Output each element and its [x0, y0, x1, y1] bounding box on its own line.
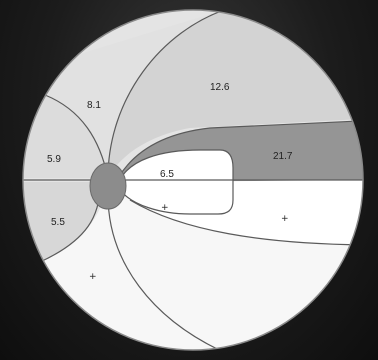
boundary-arc-bottom	[107, 194, 231, 350]
optic-disc	[89, 162, 127, 210]
label-band: 21.7	[273, 151, 293, 162]
label-left-mid: 5.9	[47, 154, 61, 165]
marker-right-plus: +	[281, 214, 289, 224]
boundary-inner	[119, 149, 234, 215]
marker-inner-plus: +	[161, 203, 169, 213]
region-inner	[120, 150, 233, 214]
label-upper-mid: 8.1	[87, 100, 101, 111]
label-lower-left: 5.5	[51, 217, 65, 228]
boundary-arc-left	[107, 10, 231, 179]
boundary-band-lower	[129, 199, 363, 246]
circle-outline	[22, 9, 364, 351]
boundary-band-top	[117, 119, 363, 179]
label-inner: 6.5	[160, 169, 174, 180]
label-top-right: 12.6	[210, 82, 230, 93]
region-upper-mid	[45, 10, 230, 178]
marker-bottom-plus: +	[89, 272, 97, 282]
